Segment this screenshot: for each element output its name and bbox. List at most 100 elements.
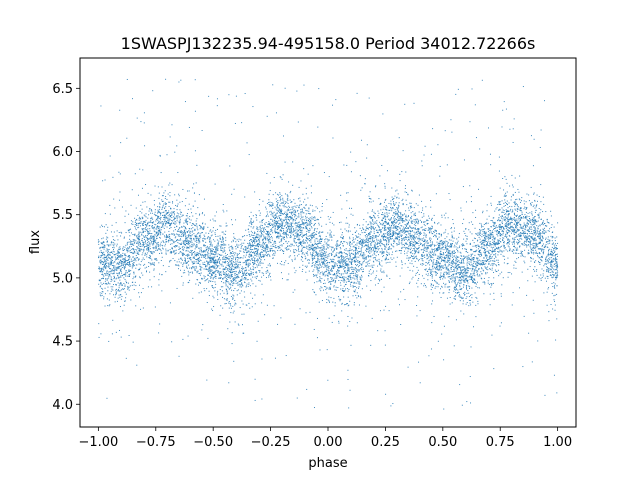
data-point <box>179 223 181 225</box>
data-point <box>242 272 244 274</box>
data-point <box>290 233 292 235</box>
data-point <box>113 272 115 274</box>
data-point <box>236 282 238 284</box>
data-point <box>99 226 101 228</box>
data-point <box>489 293 491 295</box>
data-point <box>443 253 445 255</box>
data-point <box>238 252 240 254</box>
data-point <box>280 272 282 274</box>
data-point <box>371 241 373 243</box>
data-point <box>166 221 168 223</box>
data-point <box>358 246 360 248</box>
data-point <box>447 251 449 253</box>
data-point <box>494 238 496 240</box>
data-point <box>484 234 486 236</box>
data-point <box>514 260 516 262</box>
data-point <box>210 253 212 255</box>
data-point <box>242 268 244 270</box>
data-point <box>380 245 382 247</box>
data-point <box>347 231 349 233</box>
data-point <box>113 261 115 263</box>
data-point <box>108 271 110 273</box>
data-point <box>410 237 412 239</box>
data-point <box>314 243 316 245</box>
data-point <box>123 266 125 268</box>
data-point <box>365 248 367 250</box>
data-point <box>229 269 231 271</box>
data-point <box>265 237 267 239</box>
data-point <box>446 241 448 243</box>
data-point <box>259 252 261 254</box>
data-point <box>293 229 295 231</box>
data-point <box>210 280 212 282</box>
data-point <box>305 222 307 224</box>
data-point <box>267 247 269 249</box>
data-point <box>235 260 237 262</box>
data-point <box>192 252 194 254</box>
data-point <box>391 199 393 201</box>
data-point <box>208 290 210 292</box>
data-point <box>228 267 230 269</box>
data-point <box>427 229 429 231</box>
data-point <box>441 240 443 242</box>
data-point <box>529 242 531 244</box>
data-point <box>488 261 490 263</box>
data-point <box>453 250 455 252</box>
data-point <box>528 216 530 218</box>
data-point <box>529 238 531 240</box>
data-point <box>494 237 496 239</box>
data-point <box>333 248 335 250</box>
data-point <box>101 238 103 240</box>
data-point <box>547 268 549 270</box>
data-point <box>469 275 471 277</box>
data-point <box>104 273 106 275</box>
data-point <box>335 247 337 249</box>
data-point <box>305 228 307 230</box>
data-point <box>336 271 338 273</box>
data-point <box>469 286 471 288</box>
data-point <box>128 263 130 265</box>
data-point <box>268 223 270 225</box>
data-point <box>201 251 203 253</box>
data-point <box>277 245 279 247</box>
data-point <box>337 257 339 259</box>
data-point <box>233 271 235 273</box>
data-point <box>415 250 417 252</box>
data-point <box>471 258 473 260</box>
data-point <box>298 207 300 209</box>
data-point <box>391 221 393 223</box>
data-point <box>384 227 386 229</box>
data-point <box>153 248 155 250</box>
data-point <box>204 238 206 240</box>
data-point <box>345 276 347 278</box>
data-point <box>287 195 289 197</box>
data-point <box>173 217 175 219</box>
data-point <box>391 187 393 189</box>
data-point <box>170 215 172 217</box>
data-point <box>479 238 481 240</box>
data-point <box>459 282 461 284</box>
data-point <box>264 229 266 231</box>
data-point <box>256 236 258 238</box>
data-point <box>276 262 278 264</box>
data-point <box>264 248 266 250</box>
data-point <box>294 241 296 243</box>
data-point <box>174 194 176 196</box>
data-point <box>450 239 452 241</box>
data-point <box>153 240 155 242</box>
data-point <box>353 275 355 277</box>
data-point <box>226 274 228 276</box>
data-point <box>292 212 294 214</box>
data-point <box>392 225 394 227</box>
data-point <box>162 200 164 202</box>
data-point <box>174 223 176 225</box>
data-point <box>365 229 367 231</box>
data-point <box>157 209 159 211</box>
data-point <box>164 243 166 245</box>
data-point <box>305 187 307 189</box>
data-point <box>195 225 197 227</box>
data-point <box>370 243 372 245</box>
data-point <box>506 191 508 193</box>
data-point <box>278 210 280 212</box>
data-point <box>121 262 123 264</box>
